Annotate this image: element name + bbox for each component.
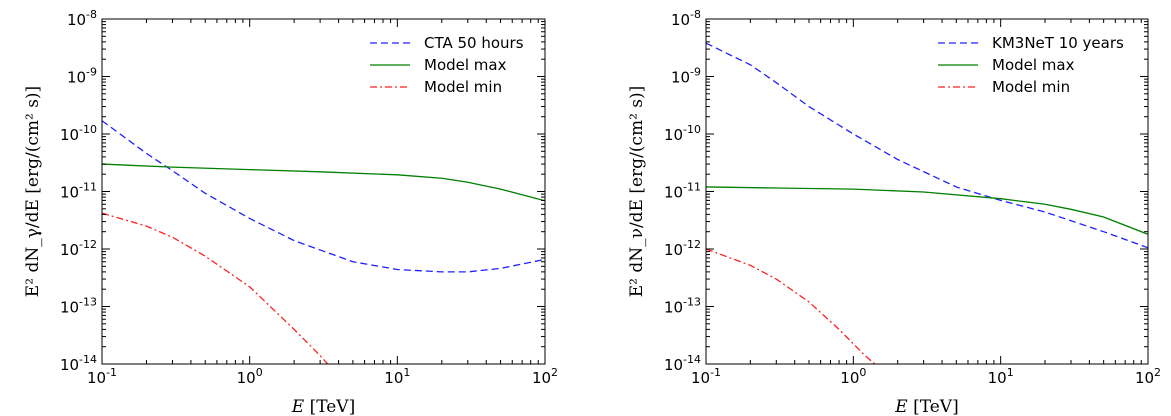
x-axis-label: E [TeV] — [291, 397, 355, 416]
y-axis-label: E² dN_γ/dE [erg/(cm² s)] — [23, 86, 43, 297]
y-tick-label: 10-14 — [664, 353, 701, 374]
y-tick-label: 10-8 — [671, 8, 701, 29]
legend-label-2: Model max — [992, 56, 1075, 74]
x-tick-label: 100 — [237, 366, 263, 387]
series-line-3 — [102, 212, 329, 364]
legend-label-3: Model min — [424, 78, 502, 96]
x-tick-label: 102 — [1135, 366, 1161, 387]
y-tick-label: 10-12 — [60, 238, 97, 259]
legend-label-1: KM3NeT 10 years — [992, 34, 1124, 52]
y-axis-label: E² dN_ν/dE [erg/(cm² s)] — [627, 86, 647, 298]
y-tick-label: 10-11 — [664, 181, 701, 202]
y-tick-label: 10-9 — [671, 66, 701, 87]
x-tick-label: 10-1 — [691, 366, 721, 387]
x-tick-label: 102 — [532, 366, 558, 387]
x-axis-label: E [TeV] — [894, 397, 958, 416]
panel-right: 10-1 100 101 102 10-14 10-13 10-12 10-11 10-10 10… — [627, 8, 1161, 416]
x-tick-label: 100 — [840, 366, 866, 387]
series-line-2 — [706, 186, 1148, 235]
x-tick-label: 10-1 — [87, 366, 117, 387]
series-line-1 — [706, 42, 1148, 249]
series-line-2 — [102, 163, 545, 202]
x-tick-label: 101 — [988, 366, 1014, 387]
y-tick-label: 10-13 — [60, 296, 97, 317]
legend-label-1: CTA 50 hours — [424, 34, 524, 52]
y-tick-label: 10-8 — [67, 8, 97, 29]
y-tick-label: 10-9 — [67, 66, 97, 87]
legend-label-3: Model min — [992, 78, 1070, 96]
y-tick-label: 10-12 — [664, 238, 701, 259]
y-tick-label: 10-14 — [60, 353, 97, 374]
legend-label-2: Model max — [424, 56, 507, 74]
y-tick-label: 10-11 — [60, 181, 97, 202]
series-line-1 — [102, 120, 545, 273]
y-tick-label: 10-10 — [664, 123, 701, 144]
y-tick-label: 10-10 — [60, 123, 97, 144]
x-tick-label: 101 — [384, 366, 410, 387]
series-line-3 — [706, 248, 876, 364]
y-tick-label: 10-13 — [664, 296, 701, 317]
plot-frame — [705, 18, 1149, 365]
panel-left: 10-1 100 101 102 10-14 10-13 10-12 10-11 10-10 10… — [23, 8, 558, 416]
